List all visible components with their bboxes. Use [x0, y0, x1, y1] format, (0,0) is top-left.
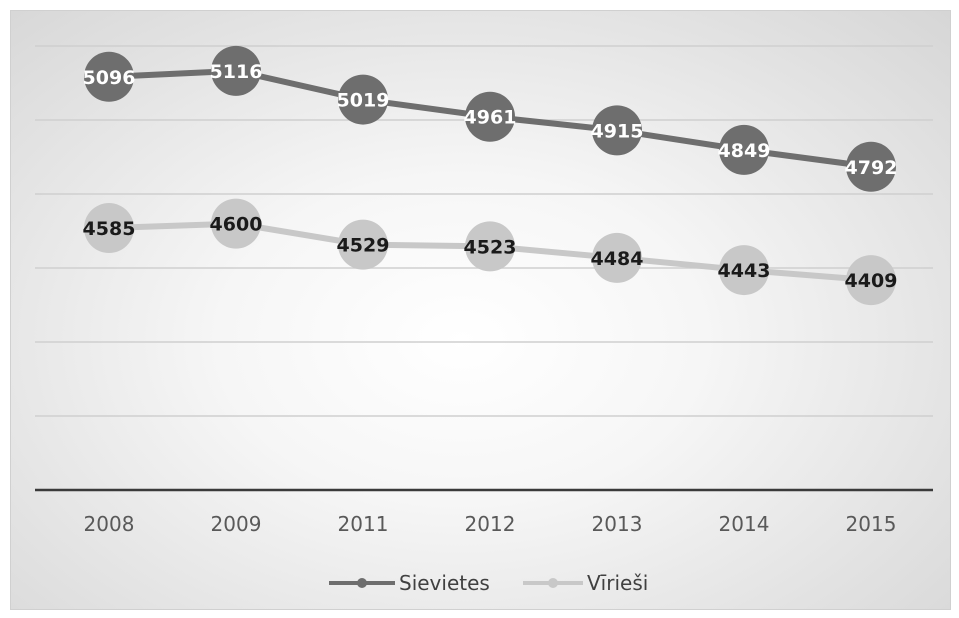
data-label: 4585	[83, 218, 136, 240]
data-label: 4961	[464, 107, 517, 129]
chart-area: 5096 5116 5019 4961 4915 4849 4792 4585 4600 4529…	[10, 10, 951, 610]
x-tick-label: 2008	[84, 512, 135, 536]
data-point	[84, 51, 134, 102]
legend-item-sievietes: Sievietes	[329, 571, 490, 595]
data-label: 4849	[718, 140, 771, 162]
data-point	[846, 255, 896, 306]
data-label: 4792	[845, 157, 898, 179]
data-label: 4484	[591, 248, 644, 270]
series-0: 5096 5116 5019 4961 4915 4849 4792	[83, 45, 898, 192]
legend: Sievietes Vīrieši	[329, 571, 648, 595]
legend-label-virieshi: Vīrieši	[587, 571, 648, 595]
data-label: 4529	[337, 235, 390, 257]
data-label: 5019	[337, 90, 390, 112]
data-point	[719, 124, 769, 175]
x-tick-labels: 2008 2009 2011 2012 2013 2014 2015	[84, 512, 897, 536]
data-point	[211, 198, 261, 249]
data-label: 4600	[210, 214, 263, 236]
data-label: 4409	[845, 270, 898, 292]
x-tick-label: 2009	[211, 512, 262, 536]
data-point	[338, 219, 388, 270]
data-point	[719, 245, 769, 296]
series-layer: 5096 5116 5019 4961 4915 4849 4792 4585 4600 4529…	[83, 45, 898, 306]
x-tick-label: 2015	[846, 512, 897, 536]
legend-item-virieshi: Vīrieši	[523, 571, 648, 595]
data-point	[84, 203, 134, 254]
legend-marker-sievietes	[357, 578, 367, 588]
legend-label-sievietes: Sievietes	[399, 571, 490, 595]
data-label: 4523	[464, 236, 517, 258]
x-tick-label: 2011	[338, 512, 389, 536]
data-point	[592, 232, 642, 283]
x-tick-label: 2012	[465, 512, 516, 536]
data-point	[465, 91, 515, 142]
series-1: 4585 4600 4529 4523 4484 4443 4409	[83, 198, 898, 306]
data-point	[846, 141, 896, 192]
x-tick-label: 2014	[719, 512, 770, 536]
legend-marker-virieshi	[548, 578, 558, 588]
data-point	[592, 105, 642, 156]
data-label: 4915	[591, 120, 644, 142]
line-chart: 5096 5116 5019 4961 4915 4849 4792 4585 4600 4529…	[35, 45, 933, 595]
data-label: 5116	[210, 61, 263, 83]
x-tick-label: 2013	[592, 512, 643, 536]
data-point	[465, 221, 515, 272]
data-label: 5096	[83, 67, 136, 89]
data-point	[211, 45, 261, 96]
data-label: 4443	[718, 260, 771, 282]
data-point	[338, 74, 388, 125]
